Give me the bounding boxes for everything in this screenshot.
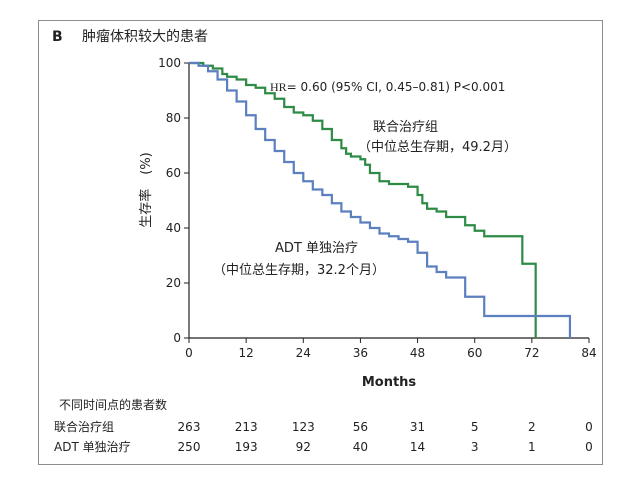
- risk-table-cell: 123: [292, 420, 315, 434]
- x-tick-label: 60: [467, 346, 482, 360]
- risk-table-cell: 5: [471, 420, 479, 434]
- series-label-adt: ADT 单独治疗: [275, 241, 358, 256]
- risk-table-cell: 1: [528, 440, 536, 454]
- risk-row-label-combination: 联合治疗组: [54, 419, 114, 434]
- y-axis-title-unit: (%): [139, 152, 154, 175]
- x-tick-label: 12: [239, 346, 254, 360]
- axes: [188, 63, 589, 339]
- y-tick-label: 100: [158, 56, 181, 70]
- risk-row-label-adt: ADT 单独治疗: [54, 440, 131, 454]
- risk-table-cell: 0: [585, 420, 593, 434]
- risk-table-cell: 3: [471, 440, 479, 454]
- series-note-adt: （中位总生存期，32.2个月）: [213, 263, 385, 278]
- risk-table-cell: 2: [528, 420, 536, 434]
- y-tick-label: 40: [166, 221, 181, 235]
- risk-table-cell: 92: [296, 440, 311, 454]
- y-tick-label: 80: [166, 111, 181, 125]
- hr-prefix: HR: [270, 80, 287, 94]
- risk-table-cell: 31: [410, 420, 425, 434]
- risk-table-cell: 263: [178, 420, 201, 434]
- km-curve-combination: [189, 61, 537, 338]
- hr-annotation: HR= 0.60 (95% CI, 0.45–0.81) P<0.001: [270, 80, 505, 94]
- y-tick-label: 20: [166, 276, 181, 290]
- risk-table-cell: 40: [353, 440, 368, 454]
- x-tick-label: 72: [524, 346, 539, 360]
- x-axis-title: Months: [362, 375, 417, 390]
- panel-letter: B: [52, 29, 63, 45]
- risk-table-cell: 56: [353, 420, 368, 434]
- x-axis-ticks: 0 12 24 36 48 60 72 84: [185, 338, 597, 360]
- y-tick-label: 0: [173, 331, 181, 345]
- risk-table-cell: 250: [178, 440, 201, 454]
- risk-table-title: 不同时间点的患者数: [59, 397, 167, 412]
- x-tick-label: 84: [581, 346, 596, 360]
- x-tick-label: 36: [353, 346, 368, 360]
- y-axis-title: 生存率 (%): [138, 152, 154, 228]
- x-tick-label: 24: [296, 346, 311, 360]
- hr-text: = 0.60 (95% CI, 0.45–0.81) P<0.001: [287, 80, 506, 94]
- km-curve-adt: [189, 61, 572, 338]
- y-axis-ticks: 0 20 40 60 80 100: [158, 56, 189, 345]
- risk-table-cell: 193: [235, 440, 258, 454]
- risk-table-cell: 0: [585, 440, 593, 454]
- y-axis-title-text: 生存率: [138, 189, 154, 228]
- survival-curves: [189, 61, 572, 338]
- risk-table-cell: 14: [410, 440, 425, 454]
- risk-table-cell: 213: [235, 420, 258, 434]
- series-note-combination: （中位总生存期，49.2月）: [358, 140, 517, 155]
- series-label-combination: 联合治疗组: [373, 120, 438, 135]
- figure-frame: [38, 20, 603, 465]
- x-tick-label: 48: [410, 346, 425, 360]
- y-tick-label: 60: [166, 166, 181, 180]
- panel-title: 肿瘤体积较大的患者: [82, 28, 208, 45]
- x-tick-label: 0: [185, 346, 193, 360]
